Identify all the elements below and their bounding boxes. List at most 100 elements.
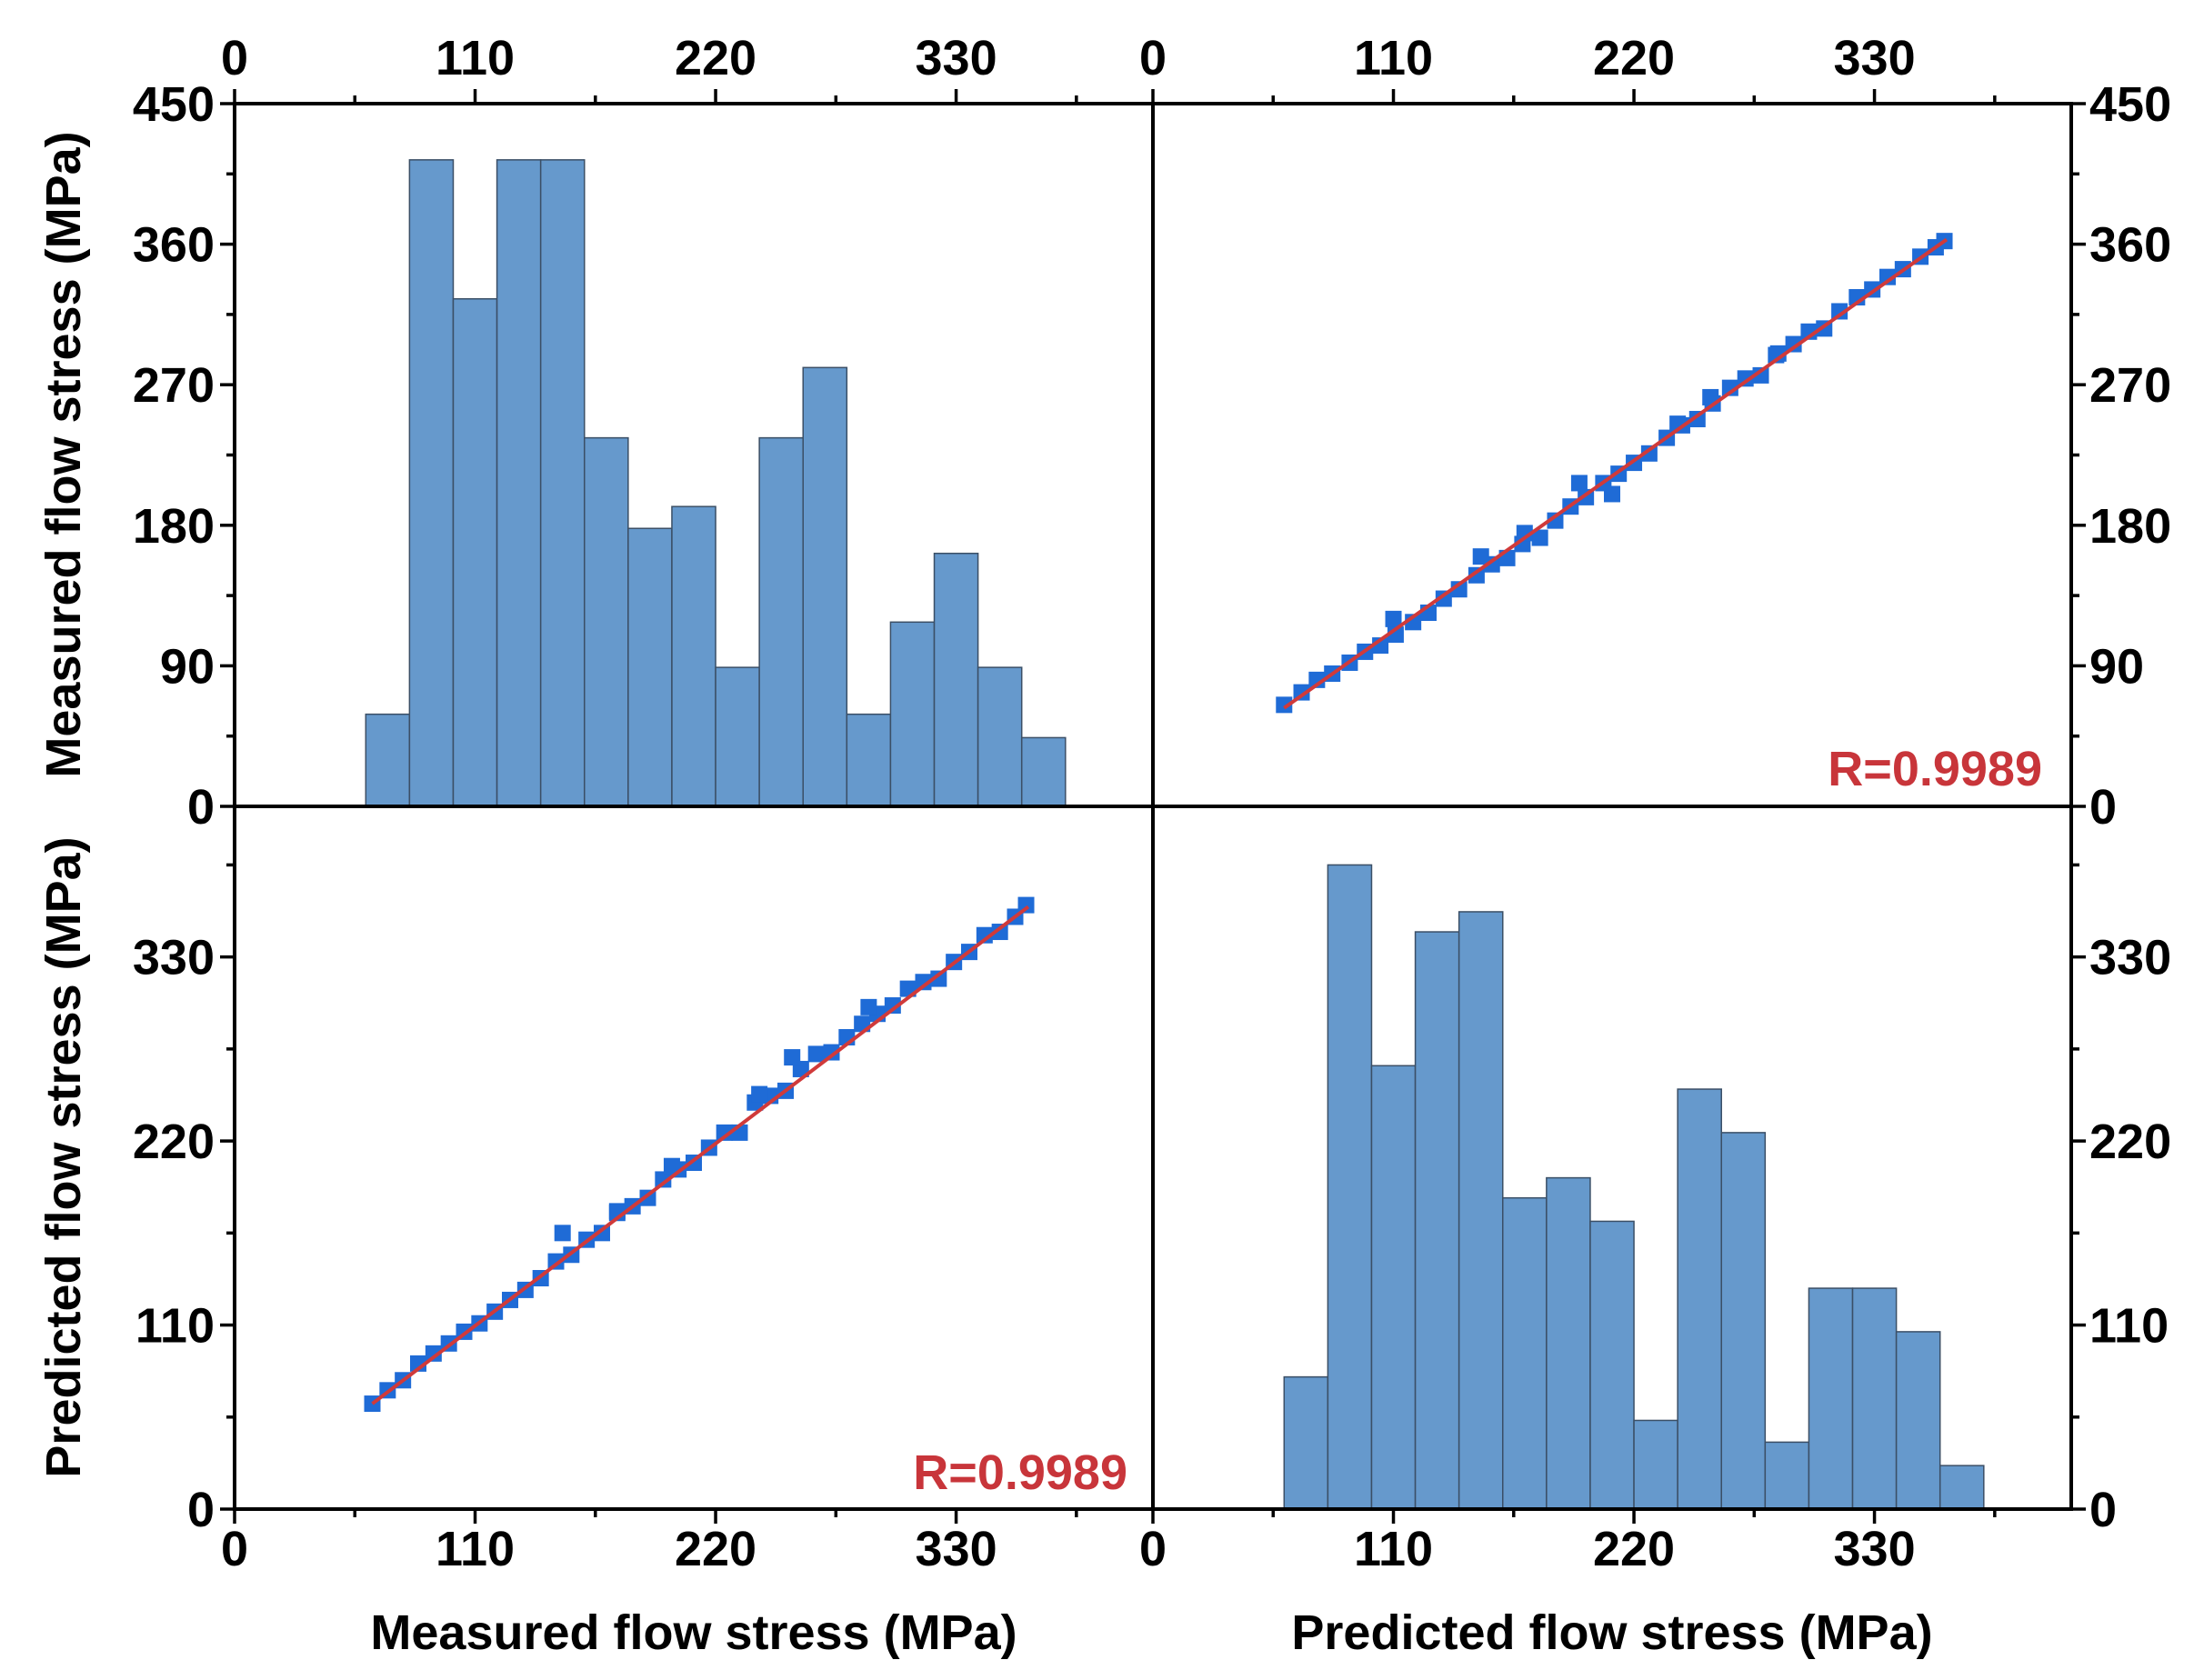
histogram-bar	[889, 621, 936, 807]
scatter-point	[1385, 610, 1402, 627]
x-tick-label: 110	[436, 31, 515, 85]
histogram-bar	[1633, 1419, 1678, 1510]
scatter-point	[1435, 590, 1452, 607]
y-axis-title-top: Measured flow stress (MPa)	[36, 131, 91, 777]
histogram-bar	[1020, 736, 1067, 807]
scatter-point	[1604, 485, 1620, 503]
histogram-bar	[584, 436, 629, 807]
y-tick-label: 0	[187, 1483, 215, 1537]
y-tick-label: 0	[187, 780, 215, 835]
scatter-point	[860, 998, 877, 1015]
histogram-bar	[846, 713, 892, 807]
histogram-bar	[671, 505, 716, 807]
histogram-bar	[1851, 1287, 1898, 1510]
scatter-point	[1547, 512, 1564, 529]
scatter-point	[915, 974, 932, 991]
x-tick-label: 330	[916, 31, 997, 85]
histogram-bar	[1414, 931, 1460, 1510]
scatter-point	[716, 1124, 733, 1141]
scatter-point	[425, 1345, 442, 1362]
histogram-bar	[933, 552, 979, 807]
histogram-bar	[627, 527, 673, 807]
histogram-bar	[1370, 1065, 1417, 1510]
y-tick-label: 330	[2089, 931, 2171, 985]
x-tick-label: 220	[1593, 1522, 1675, 1576]
scatter-point	[1276, 696, 1293, 714]
scatter-point	[1785, 335, 1802, 353]
y-tick-label: 0	[2089, 1483, 2117, 1537]
fit-line	[371, 905, 1030, 1405]
histogram-bar	[1546, 1176, 1591, 1510]
scatter-point	[823, 1044, 840, 1061]
scatter-point	[1721, 379, 1738, 396]
scatter-point	[991, 924, 1008, 941]
x-tick-label: 0	[1139, 1522, 1167, 1576]
scatter-point	[807, 1045, 825, 1063]
y-tick-label: 360	[133, 218, 215, 273]
histogram-bar	[496, 159, 542, 807]
y-tick-label: 330	[133, 931, 215, 985]
scatter-point	[663, 1157, 680, 1175]
y-tick-label: 220	[2089, 1115, 2171, 1169]
histogram-bar	[758, 436, 804, 807]
panel-bottom-right-histogram	[1283, 864, 1985, 1510]
histogram-bar	[1677, 1088, 1722, 1510]
r-value-bottom-left: R=0.9989	[913, 1445, 1127, 1500]
x-tick-label: 0	[1139, 31, 1167, 85]
scatter-point	[1879, 268, 1896, 285]
scatter-point	[1017, 896, 1035, 914]
y-tick-label: 0	[2089, 780, 2117, 835]
y-tick-label: 270	[2089, 358, 2171, 413]
y-tick-label: 450	[2089, 77, 2171, 132]
y-tick-label: 110	[2089, 1299, 2169, 1354]
scatter-point	[1752, 366, 1769, 384]
x-tick-label: 220	[675, 1522, 756, 1576]
histogram-bar	[802, 366, 848, 807]
x-axis-title-left: Measured flow stress (MPa)	[370, 1605, 1017, 1660]
histogram-bar	[1502, 1196, 1548, 1510]
histogram-bar	[1808, 1287, 1854, 1510]
histogram-bar	[1589, 1220, 1635, 1510]
scatter-point	[1702, 388, 1719, 405]
axis-ticks: 0011011022022033033000110110220220330330…	[133, 31, 2171, 1576]
histogram-bar	[365, 713, 411, 807]
scatter-point	[751, 1085, 768, 1103]
y-tick-label: 180	[2089, 499, 2171, 554]
histogram-bar	[977, 666, 1023, 807]
panel-bottom-left-scatter	[364, 896, 1035, 1413]
x-tick-label: 220	[675, 31, 756, 85]
y-tick-label: 90	[2089, 639, 2144, 694]
histogram-bar	[715, 666, 760, 807]
y-axis-title-bottom: Predicted flow stress (MPa)	[36, 836, 91, 1477]
histogram-bar	[1764, 1441, 1810, 1510]
scatter-point	[554, 1225, 571, 1242]
scatter-point	[655, 1171, 672, 1188]
scatter-point	[1831, 303, 1848, 320]
x-tick-label: 110	[1354, 1522, 1433, 1576]
x-tick-label: 110	[1354, 31, 1433, 85]
x-tick-label: 330	[1834, 1522, 1916, 1576]
y-tick-label: 450	[133, 77, 215, 132]
histogram-bar	[408, 159, 455, 807]
y-tick-label: 220	[133, 1115, 215, 1169]
histogram-bar	[1720, 1132, 1767, 1510]
scatter-point	[1531, 529, 1548, 546]
x-axis-title-right: Predicted flow stress (MPa)	[1291, 1605, 1932, 1660]
scatter-point	[976, 926, 993, 944]
x-tick-label: 0	[221, 31, 248, 85]
x-tick-label: 330	[1834, 31, 1916, 85]
y-tick-label: 270	[133, 358, 215, 413]
histogram-bar	[1327, 864, 1373, 1510]
panel-top-left-histogram	[365, 159, 1067, 807]
scatter-point	[930, 970, 947, 987]
scatter-point	[1472, 548, 1489, 565]
histogram-bar	[1458, 911, 1504, 1510]
histogram-bar	[539, 159, 586, 807]
scatter-point	[784, 1049, 801, 1066]
y-tick-label: 180	[133, 499, 215, 554]
y-tick-label: 360	[2089, 218, 2171, 273]
x-tick-label: 0	[221, 1522, 248, 1576]
y-tick-label: 90	[160, 639, 215, 694]
scatter-point	[1640, 445, 1658, 462]
